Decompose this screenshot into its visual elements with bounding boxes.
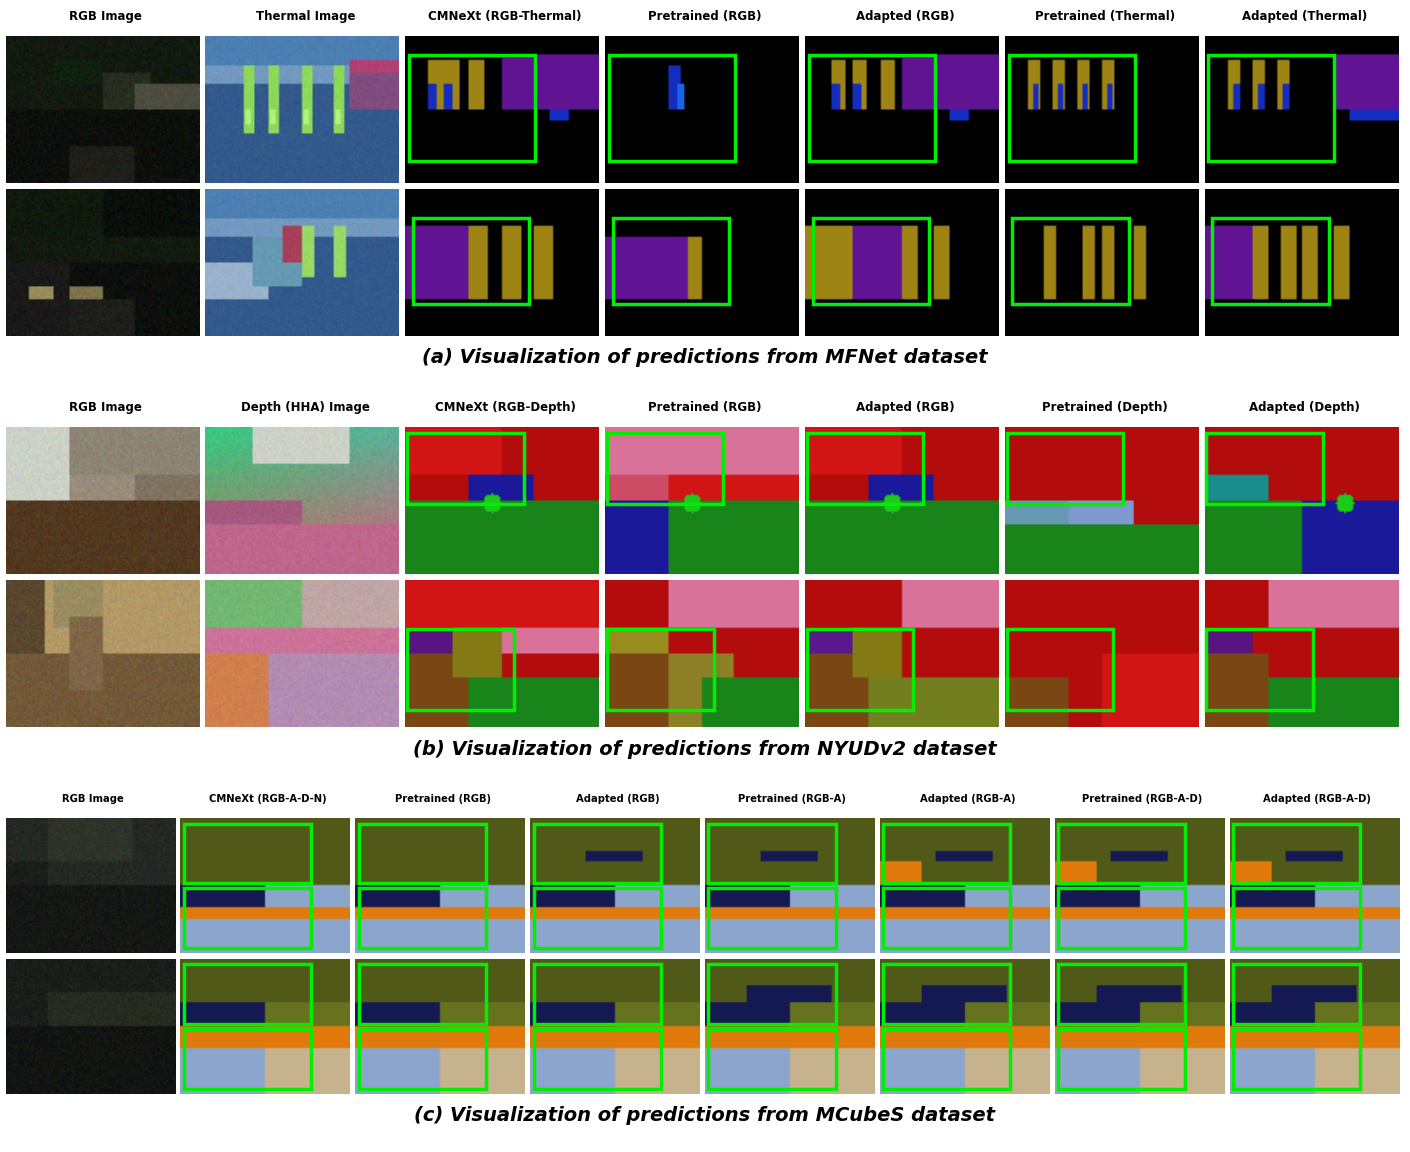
- Bar: [1007, 629, 1114, 710]
- Bar: [883, 888, 1011, 948]
- Bar: [807, 433, 924, 503]
- Text: Adapted (RGB): Adapted (RGB): [856, 401, 955, 414]
- Bar: [1232, 824, 1361, 884]
- Bar: [533, 888, 661, 948]
- Bar: [1058, 964, 1186, 1024]
- Text: (b) Visualization of predictions from NYUDv2 dataset: (b) Visualization of predictions from NY…: [413, 740, 997, 759]
- Text: RGB Image: RGB Image: [69, 401, 142, 414]
- Bar: [1208, 55, 1334, 161]
- Bar: [708, 824, 836, 884]
- Bar: [1232, 964, 1361, 1024]
- Bar: [533, 1029, 661, 1089]
- Bar: [1207, 433, 1323, 503]
- Bar: [1058, 824, 1186, 884]
- Bar: [358, 824, 486, 884]
- Text: Adapted (Thermal): Adapted (Thermal): [1242, 9, 1368, 23]
- Bar: [613, 219, 729, 304]
- Text: Adapted (Depth): Adapted (Depth): [1249, 401, 1359, 414]
- Bar: [1058, 888, 1186, 948]
- Text: Adapted (RGB): Adapted (RGB): [575, 794, 660, 804]
- Text: RGB Image: RGB Image: [62, 794, 124, 804]
- Text: Pretrained (RGB-A-D): Pretrained (RGB-A-D): [1081, 794, 1203, 804]
- Bar: [183, 1029, 312, 1089]
- Text: Pretrained (RGB): Pretrained (RGB): [649, 9, 761, 23]
- Bar: [1058, 1029, 1186, 1089]
- Text: Adapted (RGB-A): Adapted (RGB-A): [919, 794, 1015, 804]
- Bar: [358, 964, 486, 1024]
- Bar: [1008, 55, 1135, 161]
- Bar: [708, 964, 836, 1024]
- Text: Pretrained (RGB-A): Pretrained (RGB-A): [739, 794, 846, 804]
- Bar: [533, 964, 661, 1024]
- Bar: [407, 433, 523, 503]
- Bar: [807, 629, 914, 710]
- Bar: [413, 219, 529, 304]
- Text: (c) Visualization of predictions from MCubeS dataset: (c) Visualization of predictions from MC…: [415, 1107, 995, 1126]
- Bar: [183, 824, 312, 884]
- Text: Thermal Image: Thermal Image: [255, 9, 355, 23]
- Bar: [883, 824, 1011, 884]
- Text: Adapted (RGB-A-D): Adapted (RGB-A-D): [1263, 794, 1371, 804]
- Bar: [1012, 219, 1129, 304]
- Text: Pretrained (RGB): Pretrained (RGB): [395, 794, 491, 804]
- Bar: [883, 1029, 1011, 1089]
- Text: RGB Image: RGB Image: [69, 9, 142, 23]
- Bar: [1207, 629, 1313, 710]
- Bar: [1213, 219, 1328, 304]
- Bar: [1232, 888, 1361, 948]
- Text: Depth (HHA) Image: Depth (HHA) Image: [241, 401, 369, 414]
- Bar: [358, 888, 486, 948]
- Bar: [609, 55, 735, 161]
- Text: Adapted (RGB): Adapted (RGB): [856, 9, 955, 23]
- Bar: [1007, 433, 1122, 503]
- Bar: [608, 433, 723, 503]
- Text: CMNeXt (RGB-Thermal): CMNeXt (RGB-Thermal): [429, 9, 582, 23]
- Bar: [409, 55, 536, 161]
- Bar: [708, 888, 836, 948]
- Bar: [183, 888, 312, 948]
- Bar: [358, 1029, 486, 1089]
- Bar: [183, 964, 312, 1024]
- Bar: [1232, 1029, 1361, 1089]
- Bar: [809, 55, 935, 161]
- Text: Pretrained (Thermal): Pretrained (Thermal): [1035, 9, 1175, 23]
- Bar: [708, 1029, 836, 1089]
- Text: CMNeXt (RGB-A-D-N): CMNeXt (RGB-A-D-N): [209, 794, 327, 804]
- Bar: [407, 629, 513, 710]
- Bar: [608, 629, 713, 710]
- Bar: [883, 964, 1011, 1024]
- Bar: [533, 824, 661, 884]
- Text: (a) Visualization of predictions from MFNet dataset: (a) Visualization of predictions from MF…: [422, 348, 988, 367]
- Bar: [812, 219, 929, 304]
- Text: Pretrained (RGB): Pretrained (RGB): [649, 401, 761, 414]
- Text: CMNeXt (RGB-Depth): CMNeXt (RGB-Depth): [434, 401, 575, 414]
- Text: Pretrained (Depth): Pretrained (Depth): [1042, 401, 1167, 414]
